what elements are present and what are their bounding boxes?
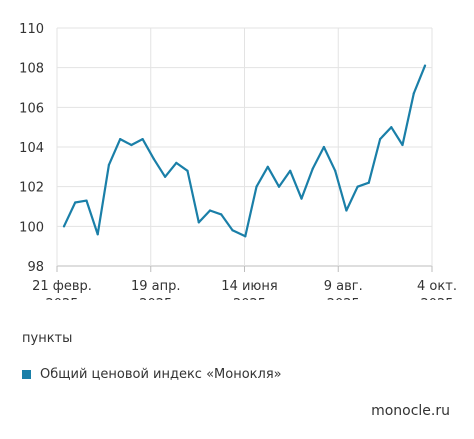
data-point [164,175,167,178]
data-point [141,138,144,141]
x-tick-label-line2: 2025 [420,297,453,300]
y-axis: 98 100 102 104 106 108 110 [19,22,44,275]
data-point [208,209,212,212]
x-tick-label: 4 окт. 2025 [417,279,457,300]
x-tick-label-line2: 2025 [45,297,78,300]
data-point [175,161,178,164]
data-point [62,225,66,228]
unit-label: пункты [22,331,73,346]
x-tick-label: 19 апр. 2025 [131,279,181,300]
y-tick-label: 106 [19,101,44,116]
x-tick-label-line2: 2025 [233,297,266,300]
y-tick-label: 104 [19,141,44,156]
data-point [423,64,427,67]
y-tick-label: 102 [19,181,44,196]
data-point [277,185,281,188]
y-tick-label: 98 [27,260,44,275]
data-point [401,143,404,147]
data-point [300,197,303,200]
x-tick-label-line1: 4 окт. [417,279,457,294]
data-point [356,185,359,188]
data-point [311,167,314,170]
legend-label: Общий ценовой индекс «Монокля» [40,367,282,382]
legend: Общий ценовой индекс «Монокля» [22,367,282,382]
x-tick-label-line2: 2025 [327,297,360,300]
data-point [367,181,370,184]
data-point [345,209,348,212]
legend-swatch [22,370,31,379]
x-axis: 21 февр.202519 апр.202514 июня20259 авг.… [32,266,457,300]
data-point [334,169,337,172]
data-point [96,233,99,236]
data-point [152,157,155,160]
x-tick-label-line1: 14 июня [221,279,277,294]
data-point [130,143,133,147]
data-point [289,169,292,172]
data-point [244,235,247,238]
data-point [412,92,415,95]
x-tick-label: 21 февр. 2025 [32,279,92,300]
data-point [186,169,189,172]
chart-grid [56,27,433,267]
data-point [231,229,234,232]
data-point [74,201,77,204]
x-tick-label: 14 июня 2025 [221,279,277,300]
x-tick-label-line1: 21 февр. [32,279,92,294]
y-tick-label: 108 [19,62,44,77]
data-point [107,163,110,166]
y-tick-label: 110 [19,22,44,37]
data-point [322,145,325,149]
data-point [390,126,393,129]
data-point [255,185,258,188]
data-point [197,221,200,224]
x-tick-label-line2: 2025 [139,297,172,300]
data-point [85,199,88,202]
y-tick-label: 100 [19,220,44,235]
data-point [379,138,382,141]
x-tick-label: 9 авг. 2025 [324,279,363,300]
x-tick-label-line1: 19 апр. [131,279,181,294]
x-tick-label-line1: 9 авг. [324,279,363,294]
data-point [220,213,223,216]
data-point [119,138,122,141]
chart-series [62,64,427,238]
source-label: monocle.ru [371,403,450,419]
data-point [266,165,269,168]
